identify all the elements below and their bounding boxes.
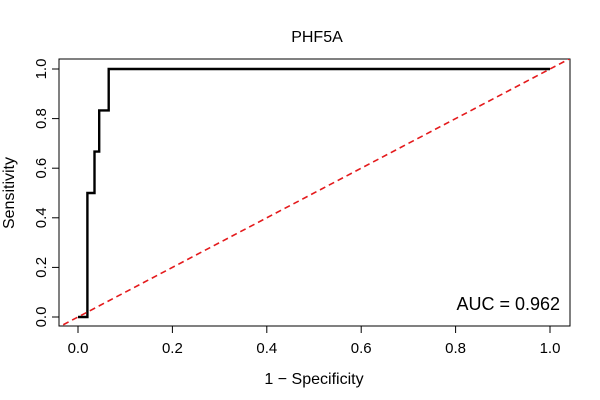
y-axis-label: Sensitivity (1, 157, 18, 229)
y-tick-label: 0.0 (33, 307, 50, 328)
x-tick-label: 0.8 (445, 340, 466, 357)
x-tick-label: 0.6 (351, 340, 372, 357)
x-tick-label: 1.0 (540, 340, 561, 357)
y-tick-label: 0.4 (33, 207, 50, 228)
chart-title: PHF5A (291, 29, 343, 46)
auc-annotation: AUC = 0.962 (456, 294, 560, 314)
x-axis: 0.0 0.2 0.4 0.6 0.8 1.0 (68, 325, 561, 357)
x-tick-label: 0.4 (256, 340, 277, 357)
y-tick-label: 1.0 (33, 59, 50, 80)
reference-diagonal-line (59, 59, 570, 326)
y-tick-label: 0.8 (33, 108, 50, 129)
x-tick-label: 0.0 (68, 340, 89, 357)
y-axis: 0.0 0.2 0.4 0.6 0.8 1.0 (33, 59, 60, 328)
roc-curve-line (78, 67, 550, 319)
x-tick-label: 0.2 (162, 340, 183, 357)
y-tick-label: 0.6 (33, 158, 50, 179)
x-axis-label: 1 − Specificity (264, 371, 363, 388)
y-tick-label: 0.2 (33, 257, 50, 278)
series-layer (59, 59, 570, 326)
